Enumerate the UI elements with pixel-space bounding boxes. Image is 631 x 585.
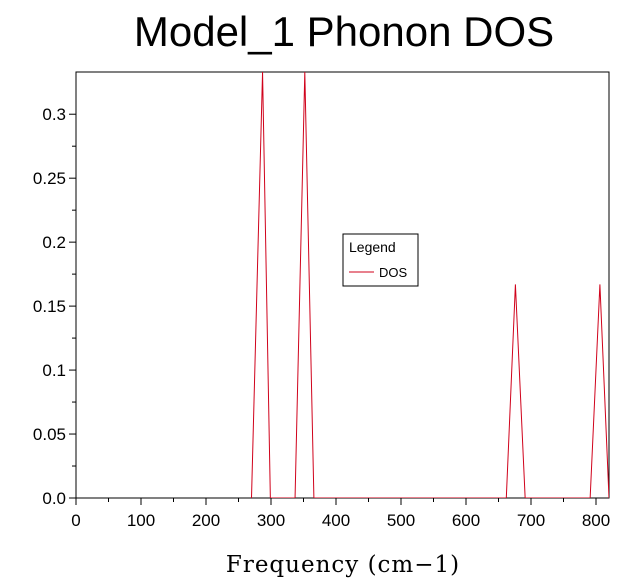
y-tick-label: 0.1 [42, 361, 66, 380]
y-tick-label: 0.0 [42, 489, 66, 508]
y-axis: 0.0 0.05 0.1 0.15 0.2 0.25 0.3 [33, 105, 76, 508]
x-axis: 0 100 200 300 400 500 600 700 800 [71, 498, 610, 530]
y-tick-label: 0.25 [33, 169, 66, 188]
y-tick-label: 0.2 [42, 233, 66, 252]
x-tick-label: 500 [387, 511, 415, 530]
legend-title: Legend [349, 239, 396, 255]
x-tick-label: 700 [517, 511, 545, 530]
x-axis-label: Frequency (cm−1) [226, 552, 460, 578]
legend-box [342, 233, 419, 287]
x-tick-label: 600 [452, 511, 480, 530]
x-tick-label: 300 [257, 511, 285, 530]
series-line-dos [251, 72, 609, 498]
x-tick-label: 800 [582, 511, 610, 530]
legend-entry-dos: DOS [379, 265, 408, 280]
y-tick-label: 0.3 [42, 105, 66, 124]
chart-title: Model_1 Phonon DOS [134, 8, 554, 55]
x-tick-label: 100 [127, 511, 155, 530]
legend: Legend DOS [342, 233, 419, 287]
x-tick-label: 0 [71, 511, 80, 530]
series-layer [251, 72, 609, 498]
y-tick-label: 0.15 [33, 297, 66, 316]
y-tick-label: 0.05 [33, 425, 66, 444]
x-tick-label: 200 [192, 511, 220, 530]
x-tick-label: 400 [322, 511, 350, 530]
